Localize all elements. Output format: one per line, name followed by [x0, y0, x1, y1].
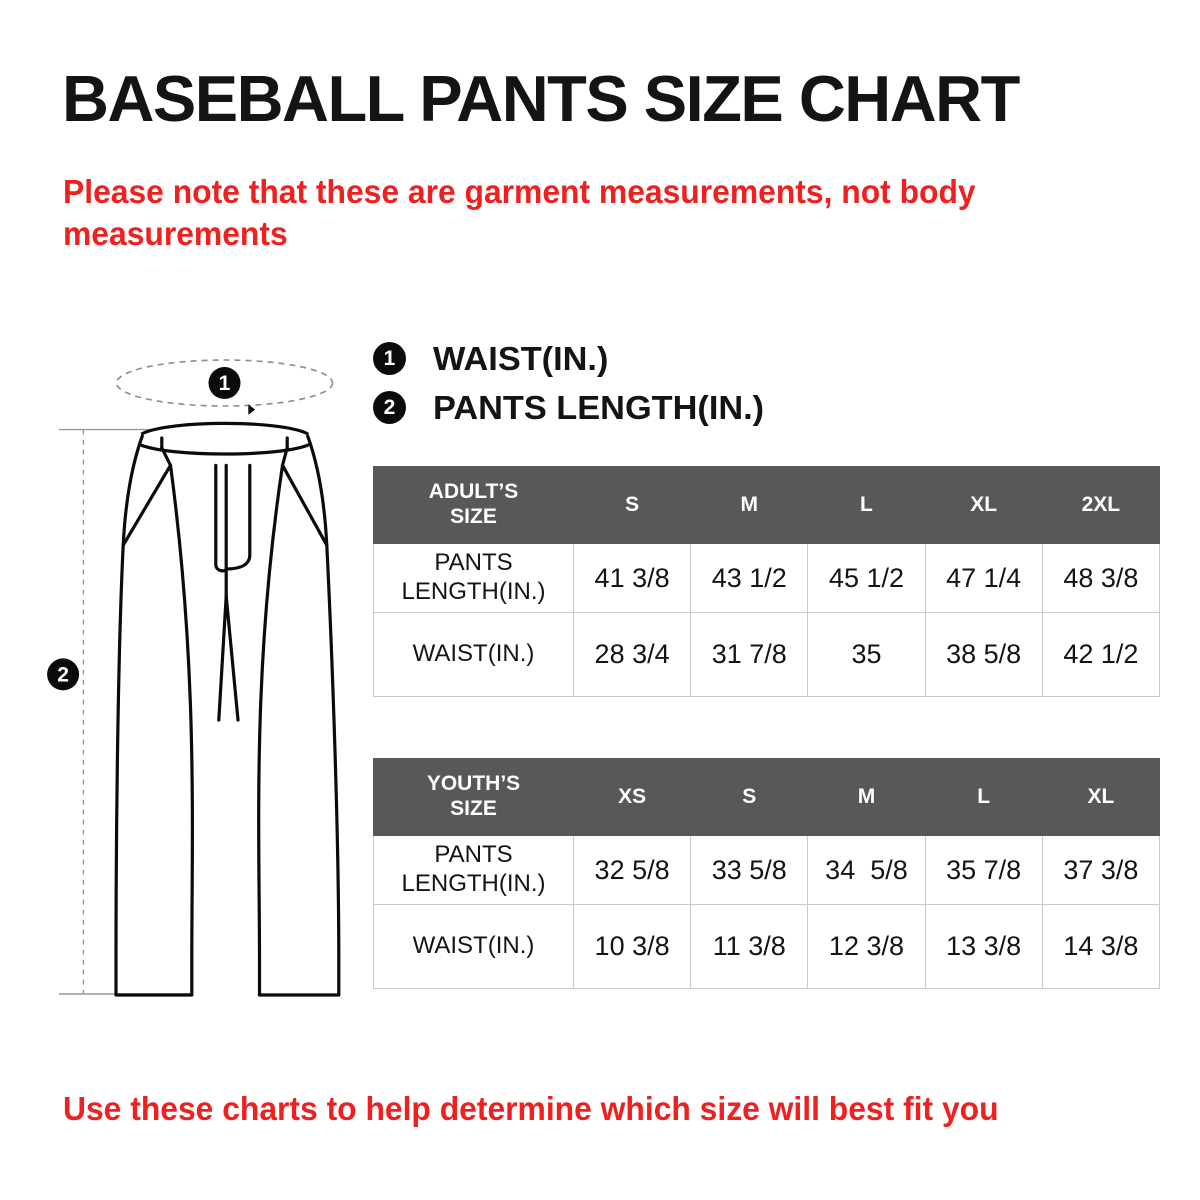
svg-text:2: 2 — [57, 663, 69, 686]
svg-text:1: 1 — [219, 372, 231, 395]
